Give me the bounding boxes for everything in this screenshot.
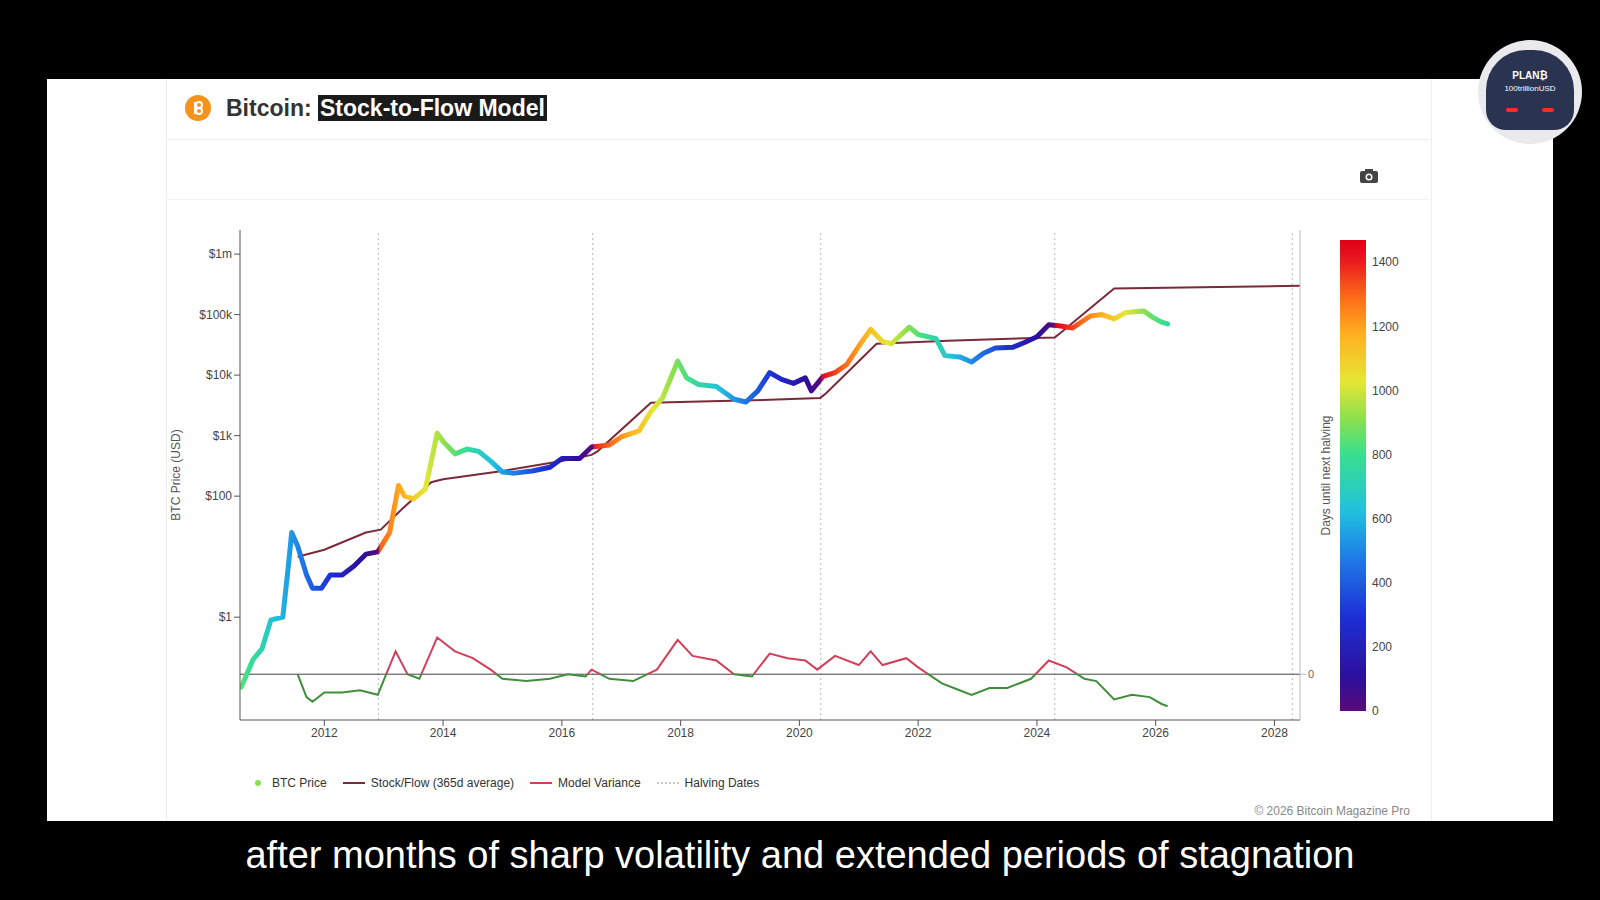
html-text:Model Variance: Model Variance xyxy=(558,776,641,790)
svg-text:0: 0 xyxy=(1308,668,1314,680)
svg-text:800: 800 xyxy=(1372,448,1392,462)
html-text:Halving Dates: Halving Dates xyxy=(684,776,760,790)
svg-text:2022: 2022 xyxy=(905,726,932,740)
svg-text:$100: $100 xyxy=(205,489,232,503)
svg-text:1400: 1400 xyxy=(1372,255,1399,269)
svg-text:2026: 2026 xyxy=(1142,726,1169,740)
svg-text:1200: 1200 xyxy=(1372,320,1399,334)
svg-text:200: 200 xyxy=(1372,640,1392,654)
svg-text:2016: 2016 xyxy=(549,726,576,740)
svg-text:$1k: $1k xyxy=(213,429,233,443)
svg-text:0: 0 xyxy=(1372,704,1379,718)
svg-text:Days until next halving: Days until next halving xyxy=(1320,415,1333,535)
svg-text:2014: 2014 xyxy=(430,726,457,740)
svg-text:2028: 2028 xyxy=(1261,726,1288,740)
html-text:Bitcoin: Stock-to-Flow Model: Bitcoin: Stock-to-Flow Model xyxy=(226,94,545,121)
svg-text:600: 600 xyxy=(1372,512,1392,526)
svg-text:1000: 1000 xyxy=(1372,384,1399,398)
svg-text:$10k: $10k xyxy=(206,368,233,382)
svg-text:$1: $1 xyxy=(219,610,233,624)
svg-text:400: 400 xyxy=(1372,576,1392,590)
svg-text:$100k: $100k xyxy=(199,308,233,322)
svg-text:2018: 2018 xyxy=(667,726,694,740)
html-text:© 2026 Bitcoin Magazine Pro: © 2026 Bitcoin Magazine Pro xyxy=(1254,804,1410,818)
html-text:Stock/Flow (365d average): Stock/Flow (365d average) xyxy=(370,776,515,790)
svg-text:BTC Price (USD): BTC Price (USD) xyxy=(170,429,183,520)
svg-text:2024: 2024 xyxy=(1024,726,1051,740)
svg-text:2020: 2020 xyxy=(786,726,813,740)
html-text:BTC Price: BTC Price xyxy=(272,776,327,790)
svg-text:2012: 2012 xyxy=(311,726,338,740)
svg-text:$1m: $1m xyxy=(209,247,232,261)
html-text:PLAN₿: PLAN₿ xyxy=(1512,70,1548,81)
html-text:100trillionUSD: 100trillionUSD xyxy=(1504,84,1556,93)
html-text:after months of sharp volatili: after months of sharp volatility and ext… xyxy=(245,834,1355,876)
